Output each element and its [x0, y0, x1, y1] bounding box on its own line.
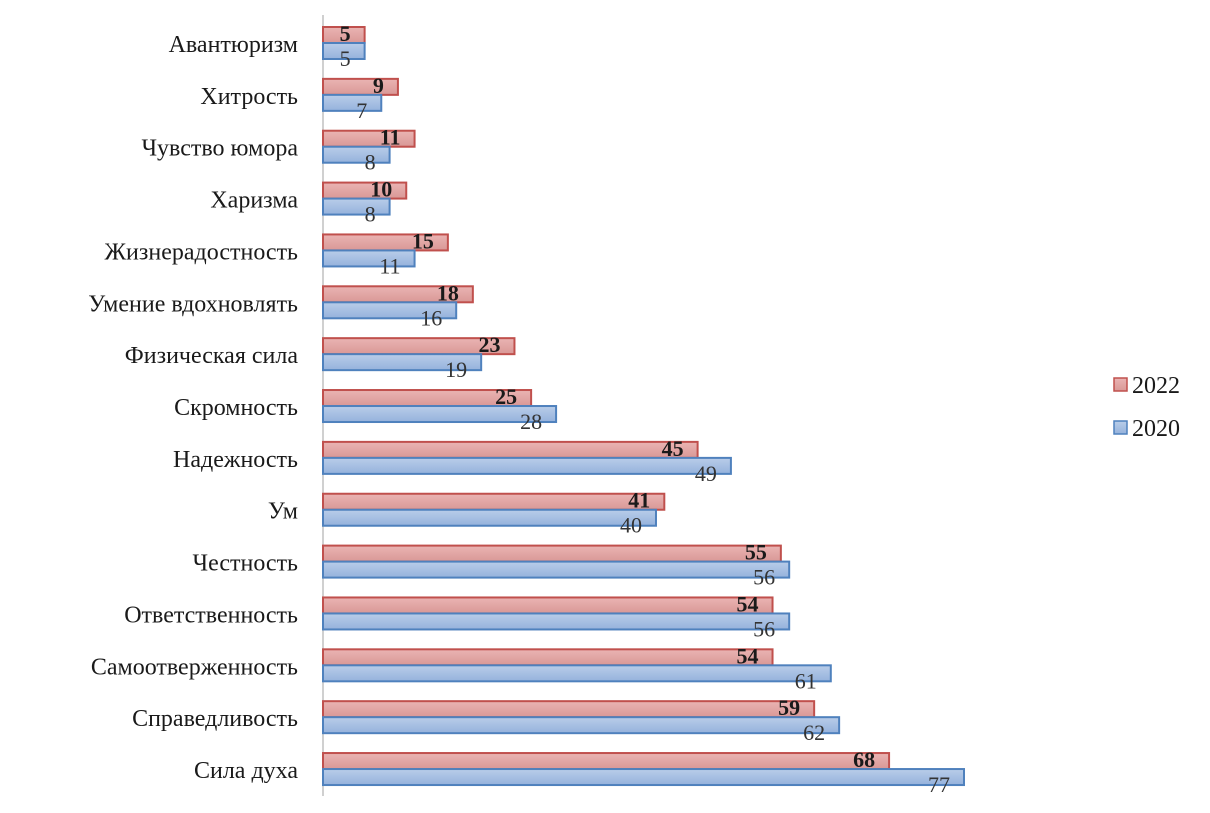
category-label: Справедливость	[132, 706, 298, 732]
data-label-2020: 62	[803, 720, 825, 745]
bar-2022	[322, 596, 774, 615]
data-label-2020: 11	[379, 253, 400, 278]
bar-2020	[322, 405, 558, 424]
legend-label-2022: 2022	[1132, 373, 1180, 399]
data-label-2020: 19	[445, 357, 467, 382]
bar-2022	[322, 181, 408, 200]
data-label-2022: 54	[737, 591, 759, 616]
bar-2020	[322, 42, 366, 60]
bar-2020	[322, 664, 832, 683]
bar-2020	[322, 716, 841, 735]
bar-2022	[322, 700, 816, 719]
data-label-2022: 15	[412, 228, 434, 253]
category-label: Честность	[192, 551, 298, 577]
data-label-2020: 7	[356, 98, 367, 123]
data-label-2020: 56	[753, 616, 775, 641]
bar-2020	[322, 560, 791, 579]
bar-2022	[322, 440, 699, 459]
bar-2020	[322, 456, 732, 475]
category-label: Умение вдохновлять	[88, 291, 298, 317]
data-label-2022: 11	[380, 125, 401, 150]
legend: 2022 2020	[1113, 373, 1180, 442]
legend-label-2020: 2020	[1132, 416, 1180, 442]
bar-2022	[322, 129, 416, 148]
data-label-2022: 55	[745, 540, 767, 565]
bar-2020	[322, 197, 391, 216]
data-label-2020: 61	[795, 668, 817, 693]
data-label-2020: 77	[928, 772, 950, 797]
category-label: Харизма	[210, 188, 298, 214]
bar-2020	[322, 353, 483, 372]
bar-2020	[322, 612, 791, 631]
data-label-2022: 18	[437, 280, 459, 305]
bar-2020	[322, 93, 383, 112]
category-label: Сила духа	[194, 758, 298, 784]
data-label-2020: 8	[365, 202, 376, 227]
data-label-2020: 40	[620, 513, 642, 538]
bar-2020	[322, 508, 657, 527]
bar-2022	[322, 752, 891, 771]
category-label: Физическая сила	[125, 343, 299, 369]
category-label: Жизнерадостность	[105, 239, 299, 265]
data-label-2022: 41	[628, 488, 650, 513]
data-label-2022: 25	[495, 384, 517, 409]
legend-swatch-2022	[1113, 377, 1128, 392]
data-label-2022: 23	[478, 332, 500, 357]
data-label-2020: 28	[520, 409, 542, 434]
bar-2020	[322, 301, 458, 320]
bar-2022	[322, 77, 399, 96]
category-label: Хитрость	[200, 84, 298, 110]
data-label-2022: 54	[737, 643, 759, 668]
bar-2022	[322, 492, 666, 511]
category-label: Авантюризм	[169, 32, 298, 58]
bar-2022	[322, 648, 774, 667]
bar-2020	[322, 145, 391, 164]
data-label-2022: 9	[373, 73, 384, 98]
data-label-2020: 16	[420, 305, 442, 330]
data-label-2022: 68	[853, 747, 875, 772]
bar-2020	[322, 249, 416, 268]
data-label-2022: 5	[340, 21, 351, 46]
data-label-2022: 59	[778, 695, 800, 720]
data-label-2022: 10	[370, 177, 392, 202]
data-label-2020: 5	[340, 46, 351, 71]
category-label: Надежность	[173, 447, 298, 473]
category-label: Ум	[268, 499, 298, 525]
category-label: Чувство юмора	[141, 136, 298, 162]
data-label-2022: 45	[662, 436, 684, 461]
data-label-2020: 49	[695, 461, 717, 486]
legend-swatch-2020	[1113, 420, 1128, 435]
category-label: Самоотверженность	[91, 654, 298, 680]
bar-2022	[322, 544, 782, 563]
category-label: Скромность	[174, 395, 298, 421]
bar-2020	[322, 768, 965, 787]
data-label-2020: 56	[753, 565, 775, 590]
category-label: Ответственность	[124, 602, 298, 628]
data-label-2020: 8	[365, 150, 376, 175]
